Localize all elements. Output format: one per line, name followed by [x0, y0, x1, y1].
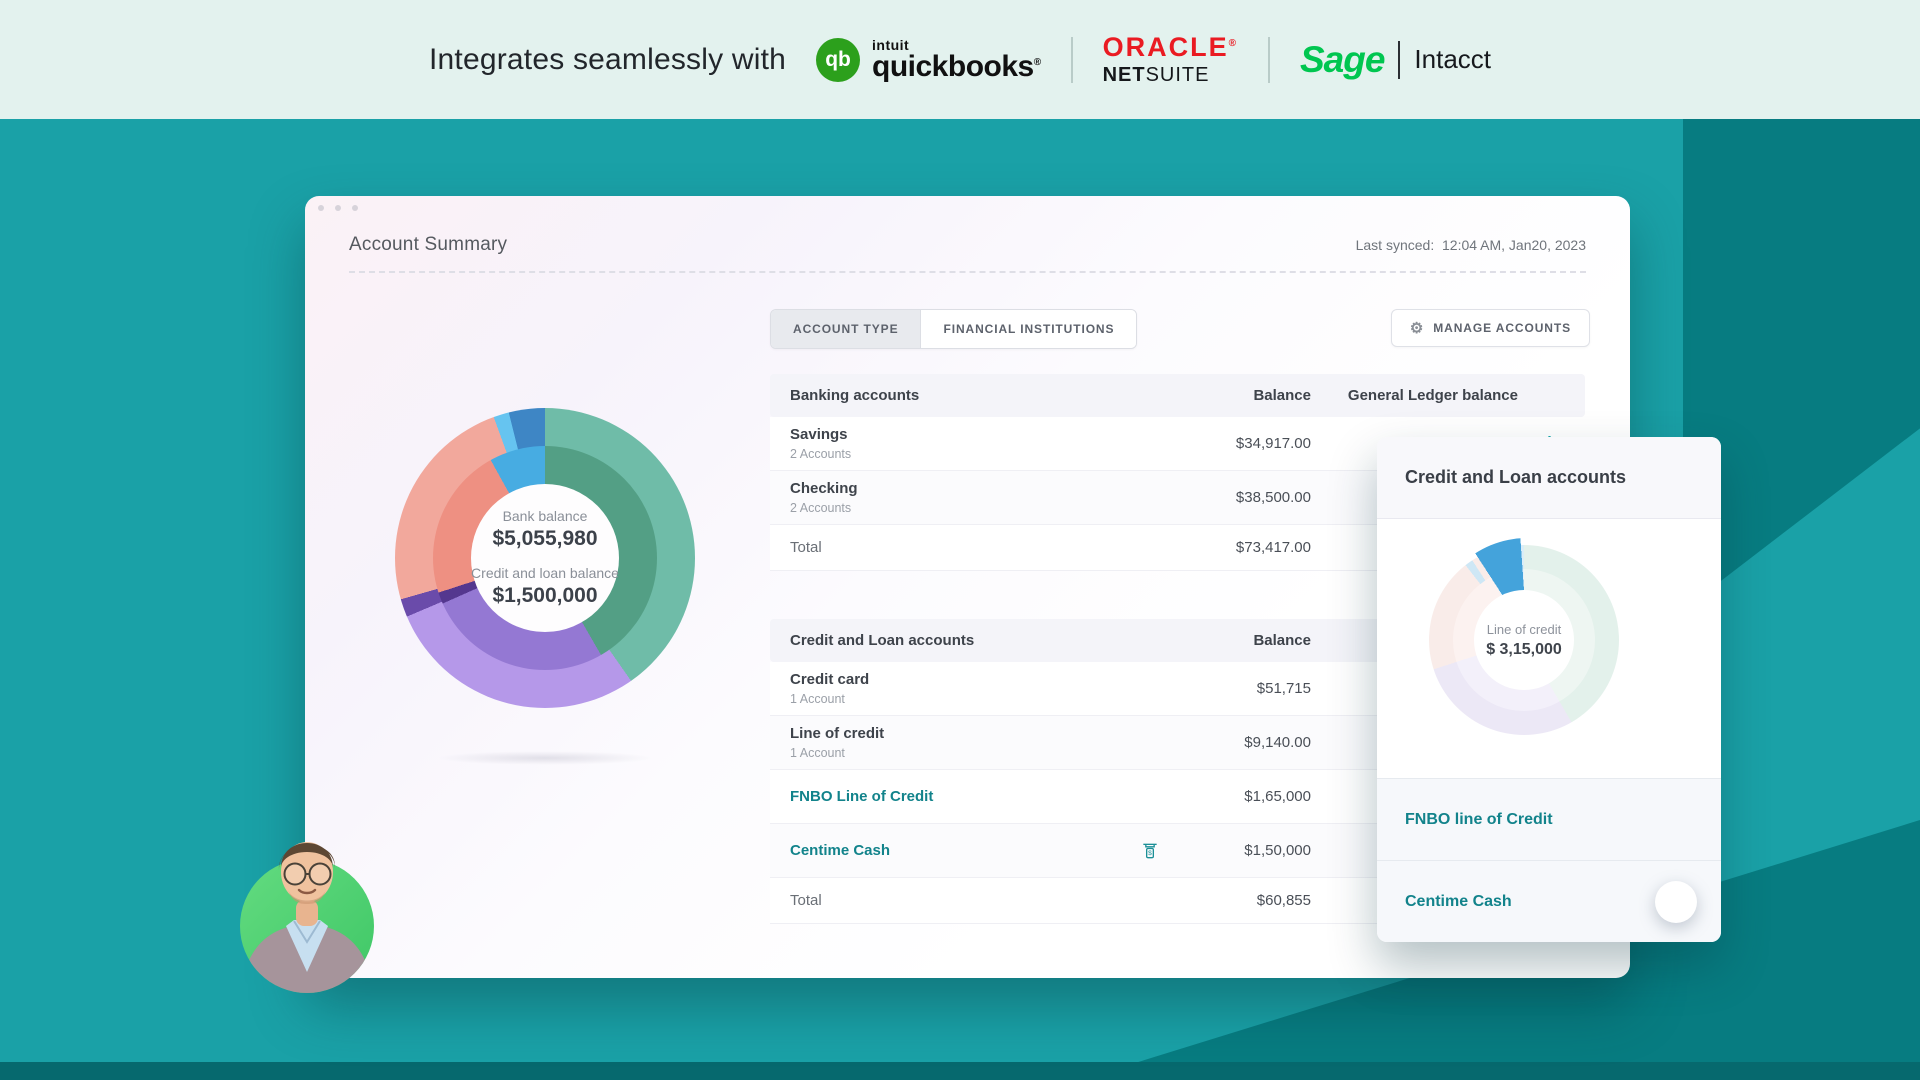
account-count: 1 Account	[790, 692, 845, 706]
balance-column-header: Balance	[1253, 387, 1311, 404]
window-dot-icon	[318, 205, 324, 211]
sage-intacct-logo: Sage Intacct	[1300, 39, 1491, 81]
quickbooks-wordmark: quickbooks®	[872, 49, 1041, 83]
banner-headline: Integrates seamlessly with	[429, 42, 787, 76]
balance-value: $1,50,000	[1244, 842, 1311, 859]
account-count: 1 Account	[790, 746, 845, 760]
intuit-wordmark: intuit	[872, 36, 910, 53]
balance-value: $51,715	[1256, 680, 1311, 697]
line-of-credit-label: Line of credit	[1486, 621, 1562, 637]
quickbooks-icon: qb	[816, 37, 861, 82]
list-item-centime-cash[interactable]: Centime Cash	[1377, 860, 1721, 942]
window-controls	[318, 205, 358, 211]
tab-financial-institutions[interactable]: FINANCIAL INSTITUTIONS	[921, 310, 1137, 348]
logo-divider	[1070, 36, 1073, 83]
view-tabs: ACCOUNT TYPE FINANCIAL INSTITUTIONS	[770, 309, 1138, 349]
overlay-header: Credit and Loan accounts	[1377, 437, 1721, 519]
balance-value: $34,917.00	[1235, 435, 1311, 452]
integrations-banner: Integrates seamlessly with qb intuit qui…	[0, 0, 1920, 119]
donut-center-labels: Bank balance $5,055,980 Credit and loan …	[395, 408, 695, 708]
line-of-credit-value: $ 3,15,000	[1486, 640, 1562, 658]
credit-loan-balance-value: $1,500,000	[492, 584, 598, 607]
cash-deposit-icon: $	[1143, 843, 1157, 858]
account-name: Checking	[790, 480, 858, 497]
account-count: 2 Accounts	[790, 501, 852, 515]
avatar	[228, 822, 384, 994]
credit-loan-donut-chart: Line of credit $ 3,15,000	[1429, 538, 1622, 735]
balance-column-header: Balance	[1253, 632, 1311, 649]
balance-value: $1,65,000	[1244, 788, 1311, 805]
bank-balance-value: $5,055,980	[492, 527, 598, 550]
page-title: Account Summary	[349, 234, 508, 255]
netsuite-logo: ORACLE® NETSUITE	[1103, 32, 1238, 86]
balance-value: $9,140.00	[1244, 734, 1311, 751]
bank-balance-label: Bank balance	[502, 508, 588, 524]
total-label: Total	[790, 892, 822, 909]
total-balance: $60,855	[1256, 892, 1311, 909]
account-name: Credit card	[790, 671, 870, 688]
account-link[interactable]: FNBO Line of Credit	[790, 788, 934, 805]
intacct-wordmark: Intacct	[1414, 44, 1491, 74]
dashed-divider	[349, 271, 1586, 273]
total-balance: $73,417.00	[1235, 539, 1311, 556]
credit-loan-overlay-card: Credit and Loan accounts Line of credit …	[1377, 437, 1721, 942]
tab-account-type[interactable]: ACCOUNT TYPE	[771, 310, 922, 348]
logo-divider	[1267, 36, 1270, 83]
gl-balance-column-header: General Ledger balance	[1347, 387, 1518, 404]
decor-bottom-strip	[0, 1062, 1920, 1080]
account-count: 2 Accounts	[790, 447, 852, 461]
netsuite-wordmark: NETSUITE	[1102, 63, 1210, 86]
window-dot-icon	[335, 205, 341, 211]
oracle-wordmark: ORACLE®	[1102, 32, 1238, 63]
total-label: Total	[790, 539, 822, 556]
gear-icon: ⚙	[1409, 320, 1425, 337]
banking-table-title: Banking accounts	[790, 387, 920, 404]
credit-table-title: Credit and Loan accounts	[790, 632, 975, 649]
sage-wordmark: Sage	[1299, 38, 1385, 80]
person-avatar-illustration	[240, 842, 374, 993]
overlay-title: Credit and Loan accounts	[1405, 467, 1627, 487]
donut-shadow	[437, 751, 653, 765]
banking-table-header: Banking accounts Balance General Ledger …	[770, 374, 1585, 417]
overlay-account-list: FNBO line of Credit Centime Cash	[1377, 778, 1721, 942]
svg-text:$: $	[1148, 850, 1152, 857]
credit-loan-balance-label: Credit and loan balance	[471, 565, 619, 581]
quickbooks-logo: qb intuit quickbooks®	[816, 36, 1041, 83]
cursor-highlight-circle	[1655, 880, 1697, 923]
last-synced: Last synced: 12:04 AM, Jan20, 2023	[1355, 237, 1586, 253]
balance-value: $38,500.00	[1235, 489, 1311, 506]
account-name: Savings	[790, 426, 848, 443]
account-link[interactable]: Centime Cash	[790, 842, 891, 859]
sage-divider	[1398, 40, 1401, 79]
accounts-donut-chart: Bank balance $5,055,980 Credit and loan …	[395, 408, 695, 708]
window-dot-icon	[352, 205, 358, 211]
account-name: Line of credit	[790, 725, 885, 742]
manage-accounts-button[interactable]: ⚙ MANAGE ACCOUNTS	[1390, 309, 1590, 347]
list-item-fnbo-line-of-credit[interactable]: FNBO line of Credit	[1377, 778, 1721, 860]
